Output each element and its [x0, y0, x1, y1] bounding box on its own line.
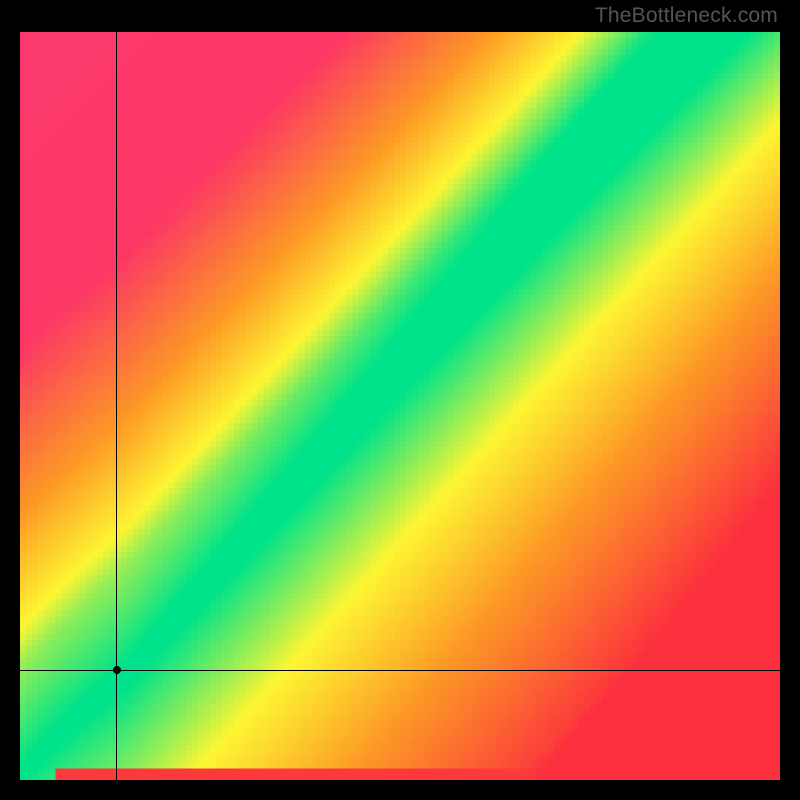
crosshair-horizontal: [20, 670, 780, 671]
chart-container: TheBottleneck.com: [0, 0, 800, 800]
heatmap-canvas: [20, 32, 780, 780]
heatmap-plot: [20, 32, 780, 780]
crosshair-marker: [113, 666, 121, 674]
watermark-text: TheBottleneck.com: [595, 4, 778, 28]
